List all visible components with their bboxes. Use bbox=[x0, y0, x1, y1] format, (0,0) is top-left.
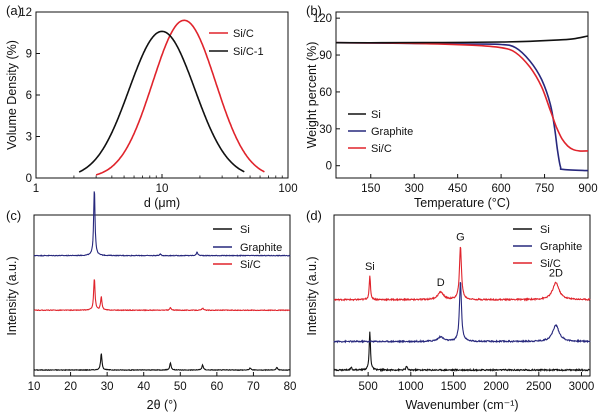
y-tick-label: 90 bbox=[319, 50, 332, 62]
x-tick-label: 1 bbox=[33, 183, 39, 195]
x-tick-label: 10 bbox=[156, 183, 169, 195]
x-tick-label: 80 bbox=[284, 381, 297, 393]
panel-d-annotations: Si D G 2D bbox=[365, 232, 563, 290]
legend-label-si-c: Si/C bbox=[371, 143, 392, 155]
y-tick-label: 120 bbox=[313, 13, 332, 25]
series-line-si bbox=[335, 35, 589, 44]
panel-c-label: (c) bbox=[6, 208, 21, 223]
x-tick-label: 2500 bbox=[526, 381, 552, 393]
series-line-si bbox=[333, 331, 591, 373]
panel-a-series bbox=[78, 19, 265, 176]
legend-label-si-c-1: Si/C-1 bbox=[233, 46, 264, 58]
x-tick-label: 30 bbox=[101, 381, 114, 393]
panel-d-ylabel: Intensity (a.u.) bbox=[305, 256, 319, 335]
y-tick-label: 60 bbox=[319, 87, 332, 99]
series-line-graphite bbox=[333, 282, 591, 344]
peak-annotation-g: G bbox=[456, 232, 465, 244]
y-tick-label: 0 bbox=[26, 173, 32, 185]
x-tick-label: 300 bbox=[405, 183, 424, 195]
panel-c-xlabel: 2θ (°) bbox=[147, 398, 178, 412]
x-tick-label: 40 bbox=[137, 381, 150, 393]
legend-label-graphite: Graphite bbox=[240, 242, 282, 254]
x-tick-label: 600 bbox=[492, 183, 511, 195]
panel-c: (c) 10 20 30 40 50 60 70 80 Si Graphite Si/C 2θ… bbox=[5, 191, 296, 412]
legend-label-graphite: Graphite bbox=[371, 126, 413, 138]
panel-b-ylabel: Weight percent (%) bbox=[305, 42, 319, 149]
peak-annotation-si: Si bbox=[365, 261, 375, 273]
series-line-si-c bbox=[335, 41, 589, 152]
panel-b-label: (b) bbox=[306, 3, 322, 18]
x-tick-label: 100 bbox=[278, 183, 297, 195]
y-tick-label: 9 bbox=[26, 49, 32, 61]
panel-d-legend: Si Graphite Si/C bbox=[513, 224, 582, 270]
legend-label-si: Si bbox=[240, 224, 250, 236]
panel-a-label: (a) bbox=[6, 3, 22, 18]
panel-b: (b) 150 300 450 600 750 900 0 30 60 90 120 Si Grap… bbox=[305, 3, 598, 210]
panel-b-legend: Si Graphite Si/C bbox=[348, 109, 413, 155]
panel-c-legend: Si Graphite Si/C bbox=[213, 224, 282, 271]
legend-label-si-c: Si/C bbox=[540, 258, 561, 270]
series-line-graphite bbox=[33, 191, 291, 257]
panel-b-ticks: 150 300 450 600 750 900 0 30 60 90 120 bbox=[313, 13, 598, 195]
legend-label-si: Si bbox=[540, 224, 550, 236]
y-tick-label: 6 bbox=[26, 90, 32, 102]
peak-annotation-d: D bbox=[437, 277, 445, 289]
panel-a-xlabel: d (μm) bbox=[144, 196, 180, 210]
panel-c-series bbox=[33, 191, 291, 372]
panel-d: (d) 500 1000 1500 2000 2500 3000 Si D G 2D Si Gr… bbox=[305, 208, 594, 412]
x-tick-label: 1500 bbox=[441, 381, 467, 393]
panel-a-legend: Si/C Si/C-1 bbox=[209, 28, 264, 58]
legend-label-graphite: Graphite bbox=[540, 241, 582, 253]
series-line-si-c bbox=[33, 279, 291, 312]
y-tick-label: 3 bbox=[26, 132, 32, 144]
series-line-si-c bbox=[95, 19, 265, 176]
x-tick-label: 10 bbox=[28, 381, 41, 393]
panel-a-ylabel: Volume Density (%) bbox=[5, 40, 19, 150]
series-line-graphite bbox=[335, 41, 589, 172]
series-line-si-c bbox=[333, 246, 591, 302]
x-tick-label: 20 bbox=[64, 381, 77, 393]
panel-c-frame bbox=[33, 214, 291, 377]
series-line-si-c-1 bbox=[78, 30, 245, 173]
x-tick-label: 500 bbox=[359, 381, 378, 393]
legend-label-si: Si bbox=[371, 109, 381, 121]
y-tick-label: 30 bbox=[319, 124, 332, 136]
peak-annotation-2d: 2D bbox=[549, 268, 563, 280]
x-tick-label: 900 bbox=[578, 183, 597, 195]
x-tick-label: 150 bbox=[361, 183, 380, 195]
x-tick-label: 3000 bbox=[569, 381, 595, 393]
panel-b-frame bbox=[335, 11, 589, 179]
y-tick-label: 12 bbox=[19, 7, 32, 19]
panel-d-xlabel: Wavenumber (cm⁻¹) bbox=[405, 398, 518, 412]
panel-b-xlabel: Temperature (°C) bbox=[414, 196, 510, 210]
panel-a: (a) 1 10 100 0 3 6 9 12 Si/C Si/C-1 d (μm) Volu… bbox=[5, 3, 298, 210]
y-tick-label: 0 bbox=[326, 161, 332, 173]
series-line-si bbox=[34, 353, 291, 372]
panel-d-series bbox=[333, 246, 591, 373]
panel-d-label: (d) bbox=[306, 208, 322, 223]
panel-c-ylabel: Intensity (a.u.) bbox=[5, 256, 19, 335]
x-tick-label: 50 bbox=[174, 381, 187, 393]
x-tick-label: 1000 bbox=[398, 381, 424, 393]
panel-b-series bbox=[335, 35, 589, 172]
legend-label-si-c: Si/C bbox=[233, 28, 254, 40]
panel-c-ticks: 10 20 30 40 50 60 70 80 bbox=[28, 372, 297, 393]
x-tick-label: 2000 bbox=[483, 381, 509, 393]
panel-d-frame bbox=[333, 214, 591, 377]
legend-label-si-c: Si/C bbox=[240, 259, 261, 271]
panel-d-ticks: 500 1000 1500 2000 2500 3000 bbox=[359, 372, 595, 393]
x-tick-label: 70 bbox=[247, 381, 260, 393]
x-tick-label: 60 bbox=[210, 381, 223, 393]
panel-a-ticks: 1 10 100 0 3 6 9 12 bbox=[19, 7, 297, 195]
x-tick-label: 450 bbox=[448, 183, 467, 195]
x-tick-label: 750 bbox=[535, 183, 554, 195]
